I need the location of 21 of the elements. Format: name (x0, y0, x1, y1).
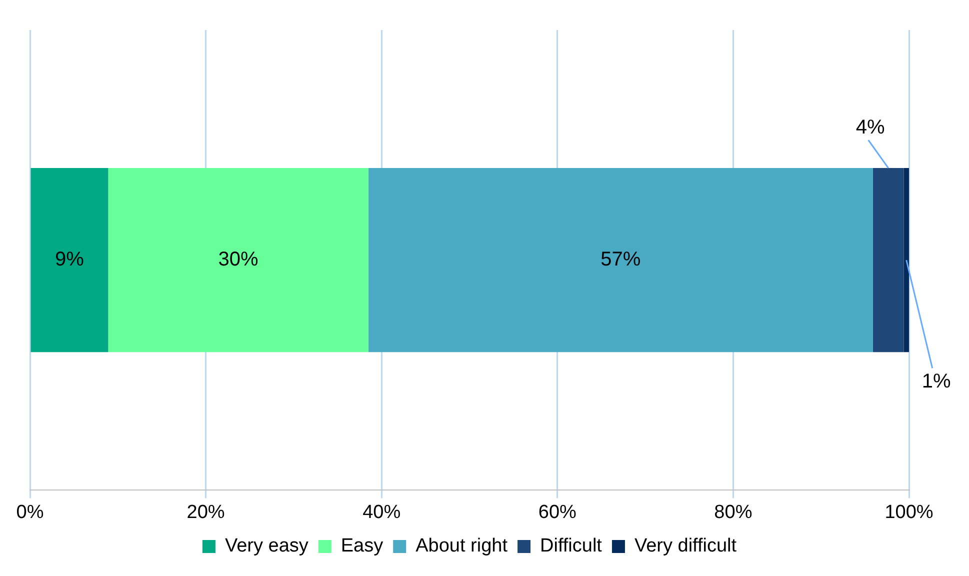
legend-label: Difficult (540, 536, 603, 557)
legend-label: Very difficult (634, 536, 738, 557)
x-tick-label: 40% (362, 502, 401, 523)
bar (108, 168, 368, 352)
bar (904, 168, 909, 352)
x-tick-label: 80% (714, 502, 752, 523)
bar (30, 168, 108, 352)
legend-label: About right (416, 536, 508, 557)
x-tick-label: 20% (186, 502, 225, 523)
data-label: 4% (856, 116, 886, 139)
x-tick-label: 0% (16, 502, 44, 523)
x-tick-label: 60% (538, 502, 577, 523)
x-tick-label: 100% (884, 502, 934, 523)
legend-label: Very easy (224, 536, 309, 557)
data-label: 1% (922, 370, 952, 393)
bar (872, 168, 904, 352)
legend-label: Easy (340, 536, 384, 557)
data-label: 57% (600, 248, 641, 271)
data-label: 30% (218, 248, 259, 271)
data-label: 9% (55, 248, 84, 271)
bar (368, 168, 873, 352)
